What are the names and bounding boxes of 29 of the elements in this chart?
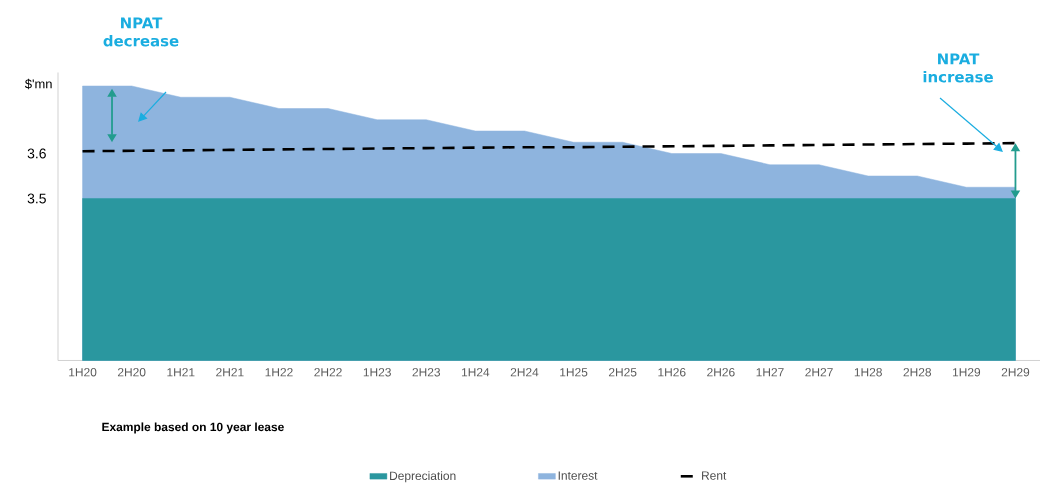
legend-label: Rent bbox=[702, 471, 727, 480]
x-tick-label: 1H29 bbox=[952, 368, 981, 377]
x-tick-label: 1H21 bbox=[167, 368, 195, 377]
x-tick-label: 2H28 bbox=[903, 368, 932, 377]
x-tick-label: 2H29 bbox=[1001, 368, 1030, 377]
x-tick-label: 2H21 bbox=[216, 368, 244, 377]
x-tick-label: 2H26 bbox=[707, 368, 735, 377]
x-tick-label: 1H27 bbox=[756, 368, 784, 377]
x-tick-label: 1H26 bbox=[658, 368, 686, 377]
y-axis-title: $'mn bbox=[24, 78, 52, 90]
x-tick-label: 2H22 bbox=[314, 368, 342, 377]
annotation: NPAT increase bbox=[923, 53, 993, 83]
y-tick-label: 3.6 bbox=[27, 148, 46, 159]
x-tick-label: 2H25 bbox=[608, 368, 637, 377]
legend-label: Interest bbox=[558, 471, 598, 480]
x-tick-label: 1H23 bbox=[363, 368, 391, 377]
x-tick-label: 2H24 bbox=[510, 368, 539, 377]
x-tick-label: 1H24 bbox=[461, 368, 490, 377]
text: NPAT decrease bbox=[103, 17, 179, 47]
x-tick-label: 2H27 bbox=[805, 368, 833, 377]
y-tick-label: 3.5 bbox=[27, 193, 46, 204]
x-tick-label: 1H22 bbox=[265, 368, 293, 377]
x-tick-label: 2H20 bbox=[117, 368, 146, 377]
x-tick-label: 2H23 bbox=[412, 368, 441, 377]
legend-label: Depreciation bbox=[390, 471, 456, 483]
x-tick-label: 1H28 bbox=[854, 368, 882, 377]
text: Example based on 10 year lease bbox=[102, 422, 284, 434]
x-tick-label: 1H20 bbox=[69, 368, 97, 377]
x-tick-label: 1H25 bbox=[560, 368, 588, 377]
